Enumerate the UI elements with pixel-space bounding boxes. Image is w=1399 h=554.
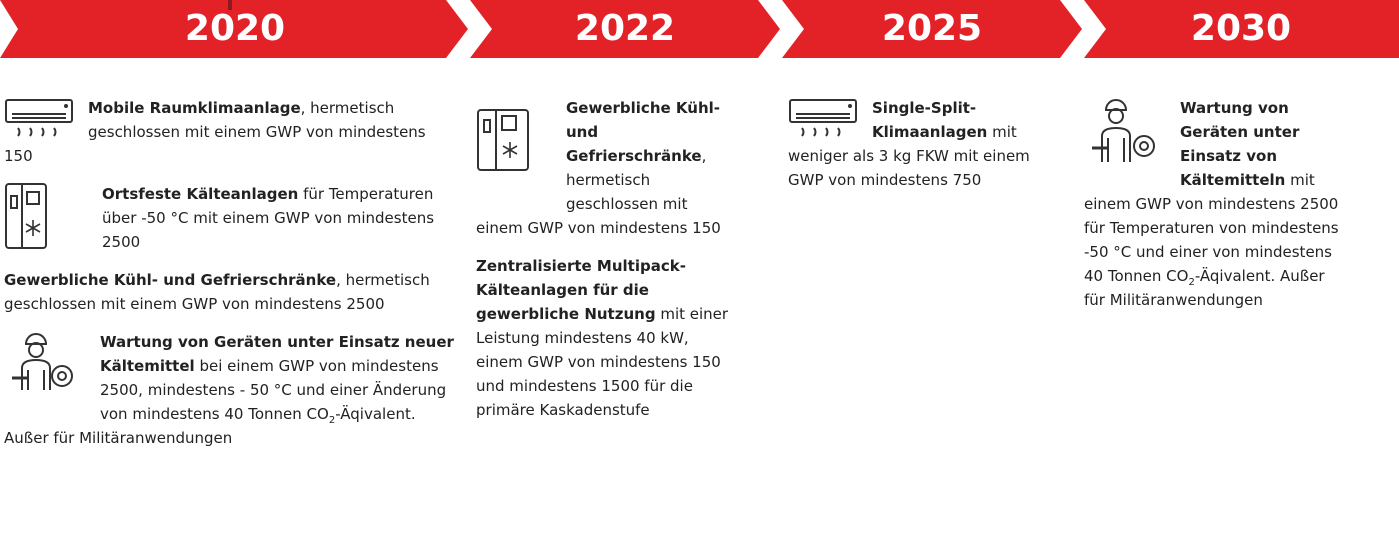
chevron	[0, 0, 468, 58]
chevron	[782, 0, 1082, 58]
item: Wartung von Geräten unter Einsatz neuer …	[4, 330, 454, 450]
column: Mobile Raumklimaanlage, hermetisch gesch…	[4, 96, 454, 464]
year: 2025	[881, 8, 983, 49]
bold-text: Wartung von Geräten unter Einsatz von Kä…	[1180, 99, 1300, 189]
text: , hermetisch geschlossen mit einem GWP v…	[4, 99, 426, 165]
item: Single-Split-Klimaanlagen mit weniger al…	[788, 96, 1038, 192]
text: bei einem GWP von mindestens 2500, minde…	[100, 357, 447, 423]
chevron	[470, 0, 780, 58]
worker-icon	[12, 333, 73, 390]
worker-icon	[1092, 99, 1155, 162]
item: Gewerbliche Kühl- und Gefrierschränke, h…	[4, 268, 454, 316]
bold-text: Zentralisierte Multipack-Kälteanlagen fü…	[476, 257, 686, 323]
fridge-icon	[5, 183, 47, 249]
text: für Temperaturen über -50 °C mit einem G…	[102, 185, 435, 251]
bold-text: Single-Split-Klimaanlagen	[872, 99, 988, 141]
text: -Äqivalent. Außer für Militäranwendungen	[4, 405, 416, 447]
year: 2022	[574, 8, 676, 49]
bold-text: Wartung von Geräten unter Einsatz neuer …	[100, 333, 454, 375]
text: , hermetisch geschlossen mit einem GWP v…	[476, 147, 721, 237]
ac-icon	[789, 99, 857, 137]
ac-icon	[5, 99, 73, 137]
item: Gewerbliche Kühl- und Gefrierschränke, h…	[476, 96, 738, 240]
column: Single-Split-Klimaanlagen mit weniger al…	[788, 96, 1038, 206]
text: mit weniger als 3 kg FKW mit einem GWP v…	[788, 123, 1030, 189]
item: Ortsfeste Kälteanlagen für Temperaturen …	[4, 182, 454, 254]
bold-text: Ortsfeste Kälteanlagen	[102, 185, 299, 203]
text: , hermetisch geschlossen mit einem GWP v…	[4, 271, 430, 313]
column: Wartung von Geräten unter Einsatz von Kä…	[1084, 96, 1346, 326]
subscript: 2	[1188, 277, 1195, 288]
subscript: 2	[328, 415, 336, 426]
text: mit einer Leistung mindestens 40 kW, ein…	[476, 305, 729, 419]
bold-text: Gewerbliche Kühl- und Gefrierschränke	[566, 99, 720, 165]
timeline-banner	[0, 0, 1399, 58]
bold-text: Gewerbliche Kühl- und Gefrierschränke	[4, 271, 337, 289]
item: Mobile Raumklimaanlage, hermetisch gesch…	[4, 96, 454, 168]
year: 2030	[1190, 8, 1292, 49]
year: 2020	[184, 8, 286, 49]
text: -Äqivalent. Außer für Militäranwendungen	[1084, 267, 1325, 309]
item: Zentralisierte Multipack-Kälteanlagen fü…	[476, 254, 738, 422]
chevron	[1084, 0, 1399, 58]
column: Gewerbliche Kühl- und Gefrierschränke, h…	[476, 96, 738, 436]
text: mit einem GWP von mindestens 2500 für Te…	[1084, 171, 1339, 285]
fridge-icon	[477, 109, 529, 171]
marker	[228, 0, 232, 10]
bold-text: Mobile Raumklimaanlage	[88, 99, 301, 117]
item: Wartung von Geräten unter Einsatz von Kä…	[1084, 96, 1346, 312]
